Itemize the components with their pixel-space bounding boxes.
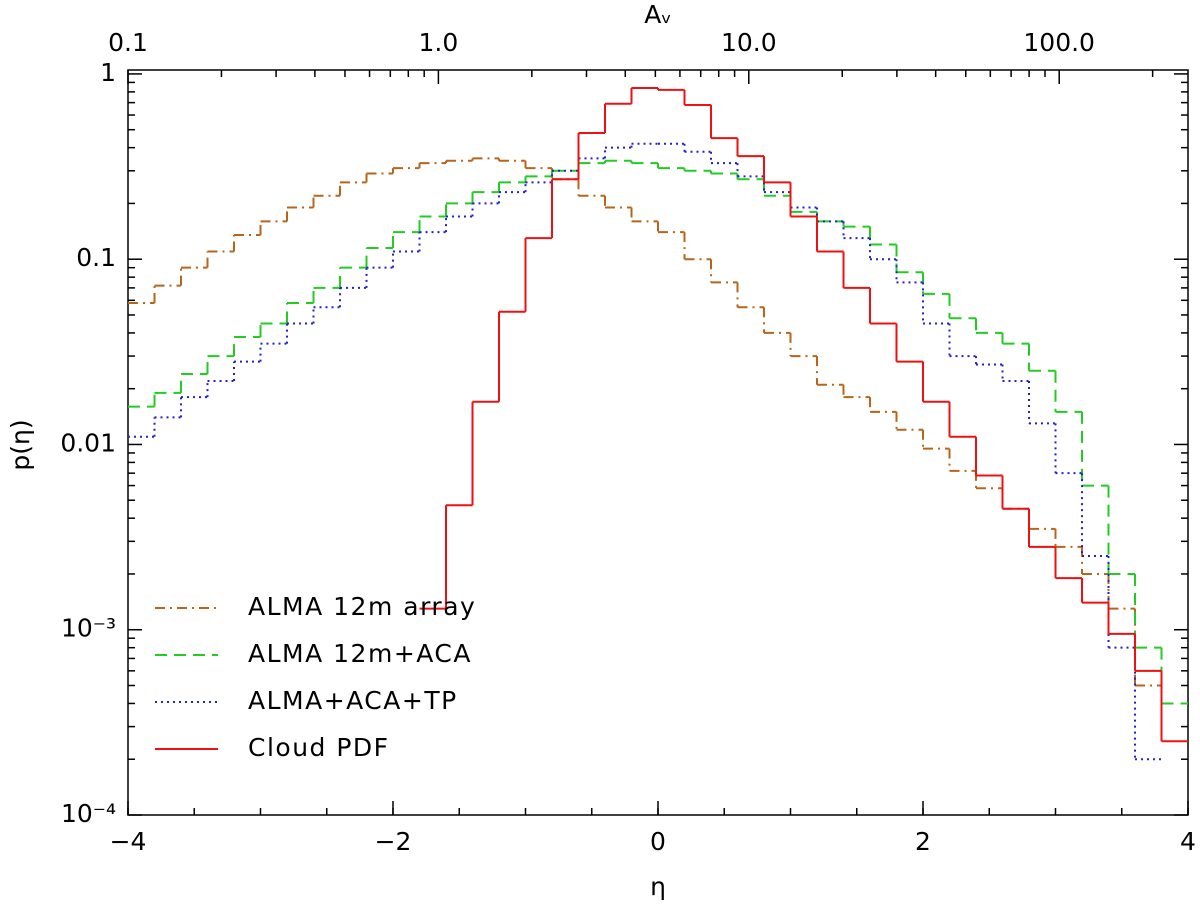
legend-label: ALMA 12m array	[248, 592, 476, 621]
x-tick-label: 2	[915, 827, 931, 856]
legend-label: ALMA 12m+ACA	[248, 639, 472, 668]
y-tick-label: 10⁻³	[61, 614, 116, 643]
top-tick-label: 100.0	[1023, 28, 1095, 57]
legend-label: ALMA+ACA+TP	[248, 686, 458, 715]
x-tick-label: −2	[375, 827, 412, 856]
x-tick-label: −4	[110, 827, 147, 856]
top-tick-label: 0.1	[108, 28, 148, 57]
x-axis-label: η	[650, 872, 666, 901]
y-tick-label: 1	[100, 58, 116, 87]
x-tick-label: 4	[1180, 827, 1196, 856]
x-tick-label: 0	[650, 827, 666, 856]
y-tick-label: 10⁻⁴	[61, 799, 116, 828]
top-axis-label: Aᵥ	[644, 0, 672, 29]
y-axis-label: p(η)	[6, 419, 35, 470]
top-tick-label: 10.0	[721, 28, 777, 57]
legend-label: Cloud PDF	[248, 733, 390, 762]
y-tick-label: 0.1	[76, 243, 116, 272]
y-tick-label: 0.01	[60, 428, 116, 457]
top-tick-label: 1.0	[419, 28, 459, 57]
